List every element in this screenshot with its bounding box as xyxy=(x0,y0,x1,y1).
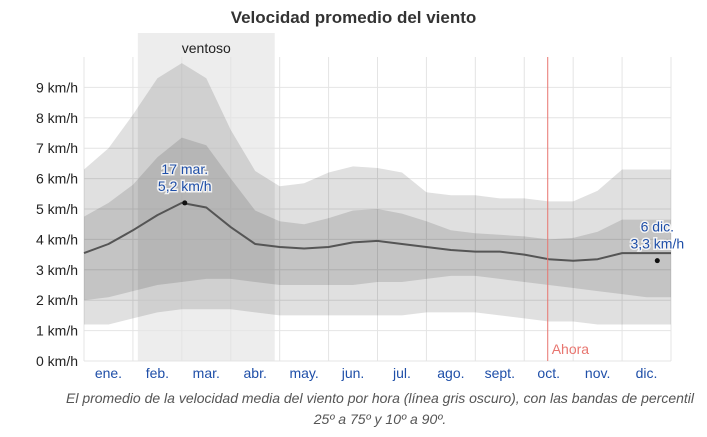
y-tick-label: 6 km/h xyxy=(36,171,78,187)
month-label: may. xyxy=(289,365,318,381)
y-tick-label: 7 km/h xyxy=(36,140,78,156)
band-10-90 xyxy=(84,63,671,325)
month-label: abr. xyxy=(244,365,267,381)
y-tick-label: 3 km/h xyxy=(36,262,78,278)
y-tick-label: 1 km/h xyxy=(36,323,78,339)
annotation-label: 5,2 km/h xyxy=(158,178,212,194)
month-label: oct. xyxy=(537,365,560,381)
annotation-point xyxy=(654,258,660,264)
month-label: mar. xyxy=(193,365,220,381)
y-tick-label: 2 km/h xyxy=(36,292,78,308)
annotation-label: 3,3 km/h xyxy=(630,236,684,252)
y-tick-label: 8 km/h xyxy=(36,110,78,126)
mean-line xyxy=(83,201,671,262)
y-tick-label: 9 km/h xyxy=(36,79,78,95)
season-label: ventoso xyxy=(182,40,231,56)
month-label: nov. xyxy=(585,365,610,381)
now-label: Ahora xyxy=(552,341,590,357)
month-label: ene. xyxy=(95,365,122,381)
annotation-label: 17 mar. xyxy=(161,161,208,177)
month-label: dic. xyxy=(636,365,658,381)
y-tick-label: 5 km/h xyxy=(36,201,78,217)
y-tick-label: 4 km/h xyxy=(36,231,78,247)
month-label: feb. xyxy=(146,365,169,381)
chart-caption: El promedio de la velocidad media del vi… xyxy=(65,390,695,427)
month-label: jul. xyxy=(392,365,411,381)
y-tick-label: 0 km/h xyxy=(36,353,78,369)
month-label: ago. xyxy=(437,365,464,381)
month-label: sept. xyxy=(485,365,515,381)
band-25-75 xyxy=(84,137,671,301)
chart-title: Velocidad promedio del viento xyxy=(230,8,477,27)
month-label: jun. xyxy=(341,365,365,381)
annotation-point xyxy=(182,200,188,206)
annotation-label: 6 dic. xyxy=(641,219,674,235)
